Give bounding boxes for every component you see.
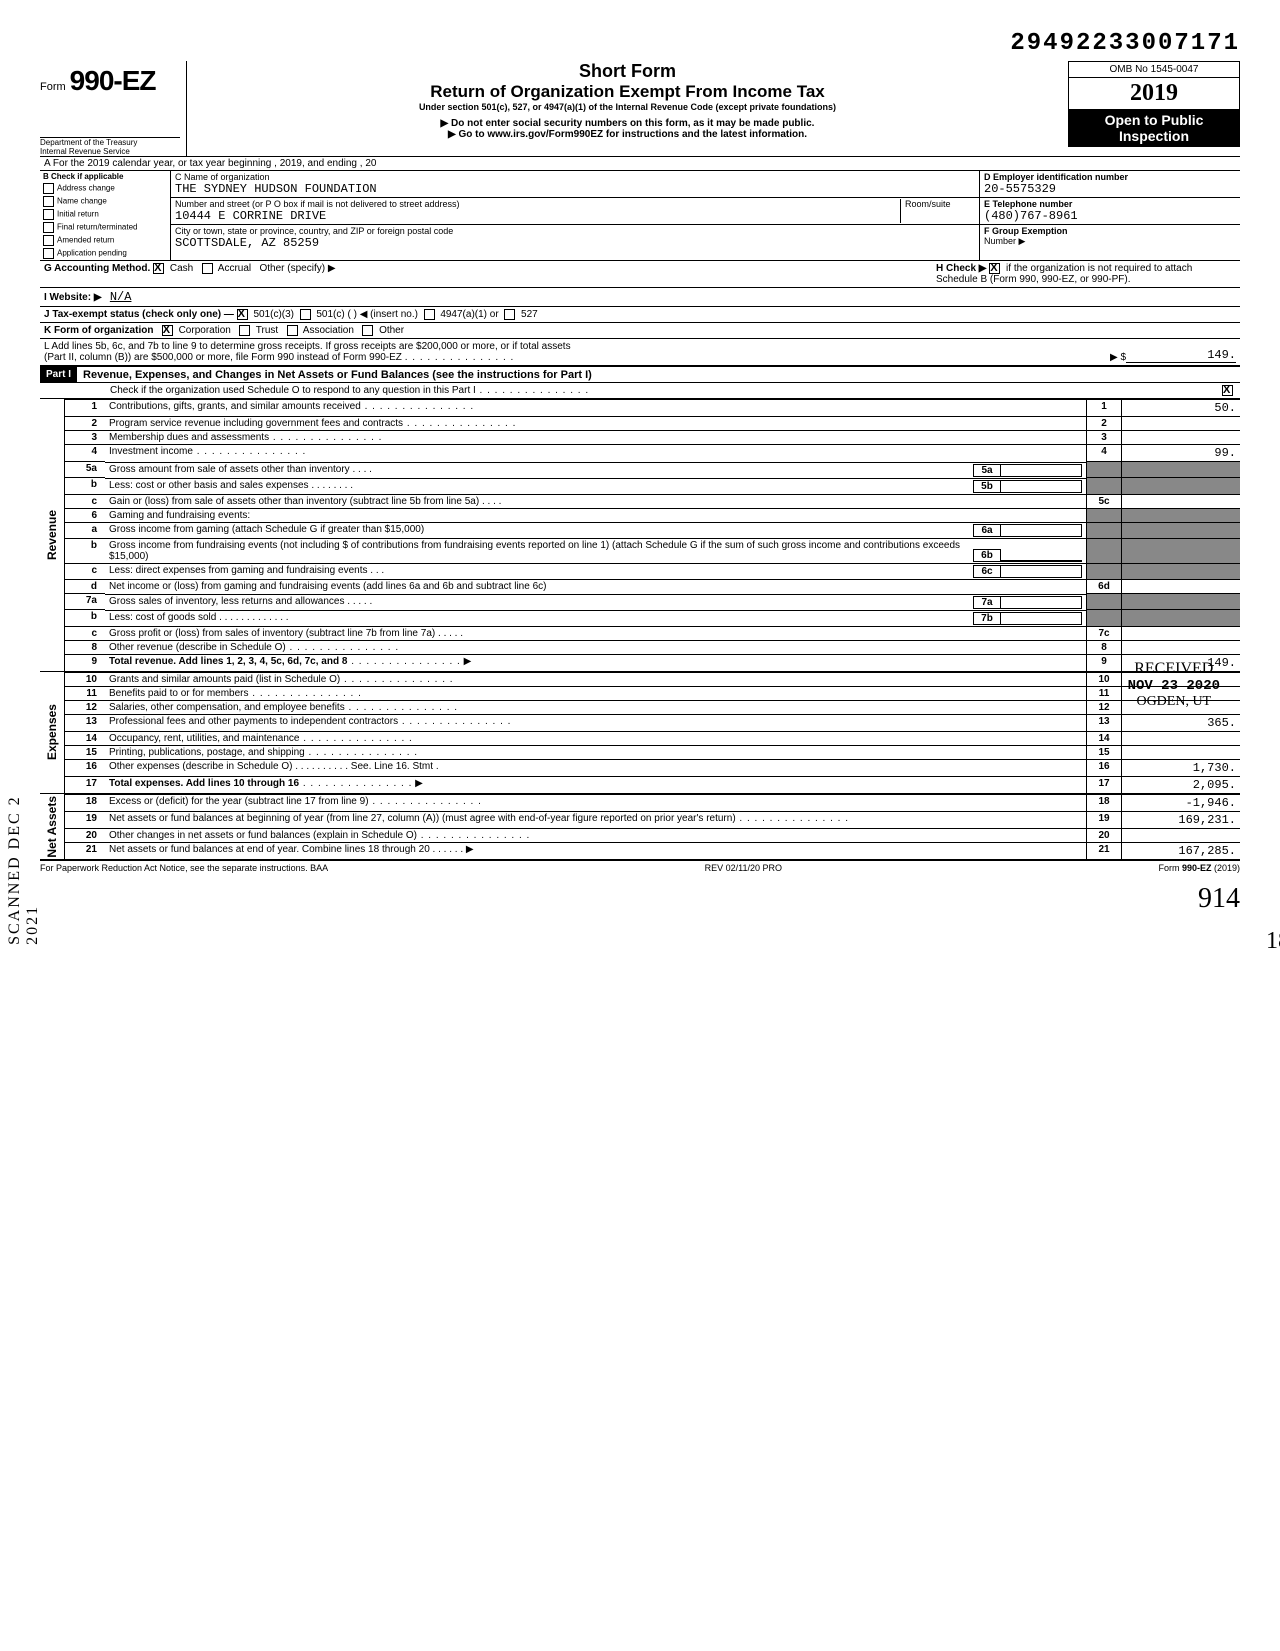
revenue-section: Revenue 1Contributions, gifts, grants, a… [40,398,1240,671]
cb-501c[interactable] [300,309,311,320]
right-box: OMB No 1545-0047 2019 Open to Public Ins… [1068,61,1240,147]
cb-pending[interactable] [43,248,54,259]
right-info: D Employer identification number 20-5575… [979,171,1240,260]
c-block: C Name of organization THE SYDNEY HUDSON… [171,171,979,260]
received-stamp: RECEIVED NOV 23 2020 OGDEN, UT [1128,660,1220,710]
org-name: THE SYDNEY HUDSON FOUNDATION [175,182,975,196]
cb-name[interactable] [43,196,54,207]
part1-header: Part I Revenue, Expenses, and Changes in… [40,366,1240,382]
cb-527[interactable] [504,309,515,320]
entity-block: B Check if applicable Address change Nam… [40,171,1240,261]
dept-irs: Internal Revenue Service [40,147,180,156]
line-a: A For the 2019 calendar year, or tax yea… [40,157,1240,171]
i-row: I Website: ▶ N/A [40,288,1240,307]
netassets-table: 18Excess or (deficit) for the year (subt… [65,794,1240,859]
cb-trust[interactable] [239,325,250,336]
l-amount: 149. [1126,348,1236,363]
expenses-table: 10Grants and similar amounts paid (list … [65,672,1240,793]
part1-check: Check if the organization used Schedule … [40,382,1240,398]
ein: 20-5575329 [984,182,1236,196]
cb-corp[interactable] [162,325,173,336]
revenue-table: 1Contributions, gifts, grants, and simil… [65,399,1240,671]
title-block: Short Form Return of Organization Exempt… [187,61,1068,140]
footer: For Paperwork Reduction Act Notice, see … [40,860,1240,873]
open-to-public: Open to Public Inspection [1069,110,1239,146]
form-header: Form 990-EZ Department of the Treasury I… [40,61,1240,157]
dln: 29492233007171 [40,30,1240,57]
cb-accrual[interactable] [202,263,213,274]
k-row: K Form of organization Corporation Trust… [40,323,1240,339]
g-h-row: G Accounting Method. Cash Accrual Other … [40,261,1240,288]
cb-h[interactable] [989,263,1000,274]
cb-cash[interactable] [153,263,164,274]
handwritten-18: 18 [1266,928,1280,955]
expenses-section: Expenses 10Grants and similar amounts pa… [40,671,1240,793]
b-checks: B Check if applicable Address change Nam… [40,171,171,260]
l-row: L Add lines 5b, 6c, and 7b to line 9 to … [40,339,1240,366]
cb-final[interactable] [43,222,54,233]
netassets-section: Net Assets 18Excess or (deficit) for the… [40,793,1240,860]
cb-4947[interactable] [424,309,435,320]
cb-assoc[interactable] [287,325,298,336]
j-row: J Tax-exempt status (check only one) — 5… [40,307,1240,323]
dept-treasury: Department of the Treasury [40,137,180,147]
scanned-stamp: SCANNED DEC 2 2021 [6,780,42,945]
city: SCOTTSDALE, AZ 85259 [175,236,975,250]
cb-address[interactable] [43,183,54,194]
cb-501c3[interactable] [237,309,248,320]
street: 10444 E CORRINE DRIVE [175,209,900,223]
cb-amended[interactable] [43,235,54,246]
cb-other[interactable] [362,325,373,336]
cb-initial[interactable] [43,209,54,220]
form-number: Form 990-EZ [40,65,180,97]
phone: (480)767-8961 [984,209,1236,223]
cb-part1-o[interactable] [1222,385,1233,396]
handwritten-914: 914 [40,883,1240,915]
